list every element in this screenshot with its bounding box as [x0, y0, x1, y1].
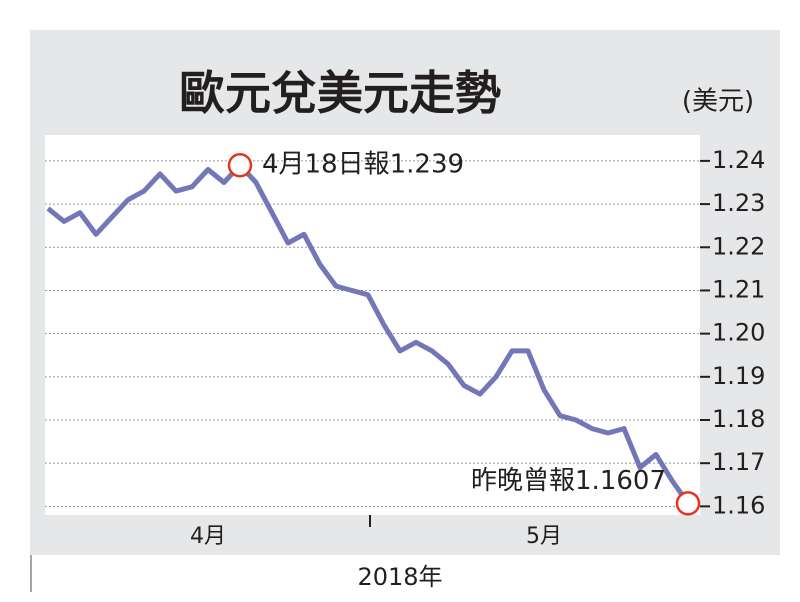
y-tick-label: 1.23 [712, 189, 765, 217]
y-tick-label: 1.18 [712, 405, 765, 433]
y-tick-label: 1.19 [712, 362, 765, 390]
y-tick-label: 1.24 [712, 146, 765, 174]
annotation-text: 昨晚曾報1.1607 [471, 466, 666, 496]
chart-title: 歐元兌美元走勢 [179, 66, 501, 120]
unit-label: (美元) [682, 87, 754, 117]
y-tick-label: 1.16 [712, 491, 765, 519]
x-axis-label: 2018年 [357, 563, 442, 591]
plot-area [45, 135, 700, 515]
y-tick-label: 1.17 [712, 448, 765, 476]
y-tick-label: 1.21 [712, 275, 765, 303]
y-tick-label: 1.20 [712, 319, 765, 347]
marks: 4月18日報1.239 昨晚曾報1.1607 [46, 150, 701, 516]
annotation-marker [675, 491, 701, 516]
annotation-marker [227, 152, 253, 178]
y-tick-label: 1.22 [712, 232, 765, 260]
x-tick-label: 4月 [190, 524, 226, 549]
grid [45, 159, 710, 508]
series-line [46, 162, 691, 505]
annotation-text: 4月18日報1.239 [262, 150, 464, 180]
x-tick-label: 5月 [526, 524, 562, 549]
